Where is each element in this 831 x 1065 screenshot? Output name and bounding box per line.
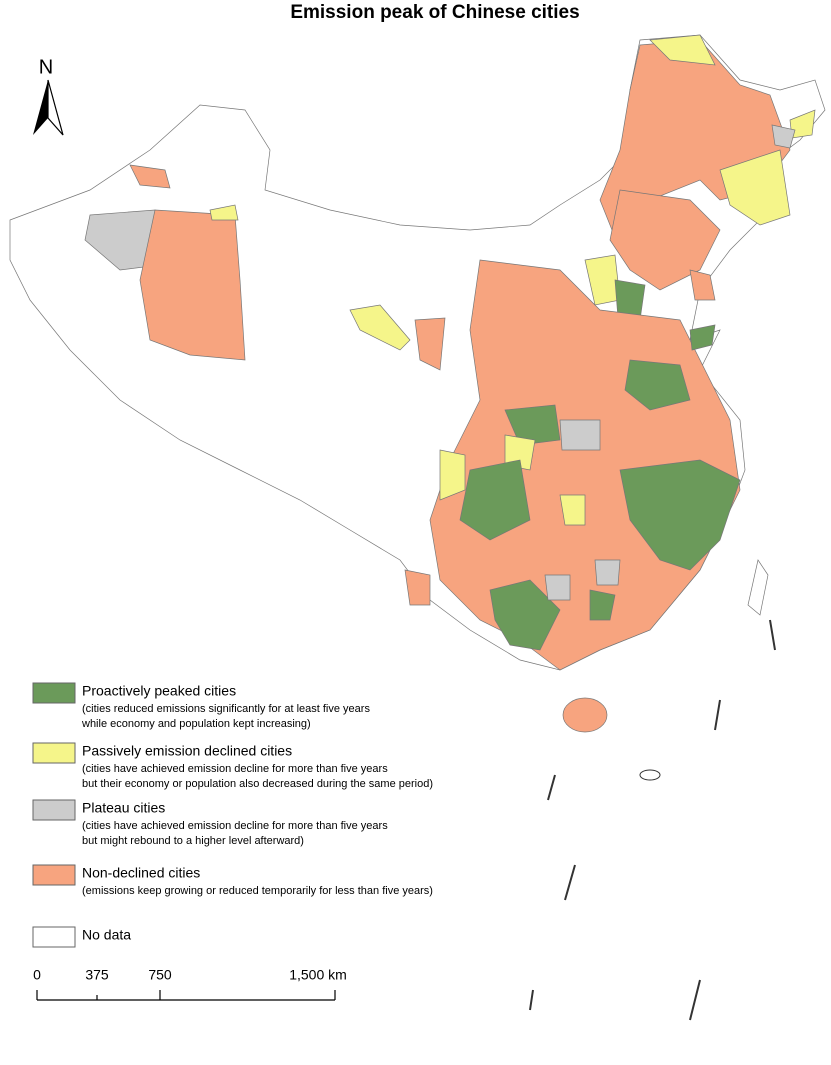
legend-swatch [32, 799, 76, 821]
region [689, 269, 716, 301]
legend-swatch [32, 742, 76, 764]
legend-label: No data [82, 927, 131, 943]
legend-swatch [32, 864, 76, 886]
legend-description: (emissions keep growing or reduced tempo… [82, 885, 433, 897]
legend-label: Passively emission declined cities [82, 743, 292, 759]
region [594, 559, 621, 586]
legend-label: Plateau cities [82, 800, 165, 816]
region [349, 304, 411, 351]
region [609, 189, 721, 291]
legend-swatch [32, 926, 76, 948]
scale-label: 375 [85, 967, 109, 983]
legend-description: while economy and population kept increa… [81, 718, 311, 730]
islands [639, 769, 661, 781]
north-arrow [33, 79, 64, 136]
legend: Proactively peaked cities (cities reduced… [32, 682, 433, 948]
legend-description: (cities have achieved emission decline f… [82, 763, 388, 775]
taiwan [747, 559, 769, 616]
scale-label: 750 [148, 967, 172, 983]
region [559, 419, 601, 451]
region [459, 459, 531, 541]
region [589, 589, 616, 621]
region [209, 204, 239, 221]
region [719, 149, 791, 226]
legend-description: (cities have achieved emission decline f… [82, 820, 388, 832]
region [414, 317, 446, 371]
region [624, 359, 691, 411]
scale-bar: 0 375 750 1,500 km [33, 967, 347, 1001]
north-label: N [39, 56, 53, 78]
scale-label: 0 [33, 967, 41, 983]
legend-swatch [32, 682, 76, 704]
region [439, 449, 466, 501]
region [429, 259, 741, 671]
region [504, 404, 561, 446]
region [84, 209, 161, 271]
region [129, 164, 171, 189]
legend-label: Proactively peaked cities [82, 683, 236, 699]
legend-description: but might rebound to a higher level afte… [82, 835, 304, 847]
scale-label: 1,500 km [289, 967, 347, 983]
region [649, 34, 716, 66]
region [689, 324, 716, 351]
region [619, 459, 741, 571]
legend-description: but their economy or population also dec… [82, 778, 433, 790]
region [771, 124, 796, 149]
map-title: Emission peak of Chinese cities [290, 2, 579, 23]
region [139, 209, 246, 361]
region [489, 579, 561, 651]
region [559, 494, 586, 526]
islands-boundary [529, 619, 776, 1021]
legend-label: Non-declined cities [82, 865, 200, 881]
region [404, 569, 431, 606]
region [544, 574, 571, 601]
hainan [562, 697, 608, 733]
legend-description: (cities reduced emissions significantly … [82, 703, 370, 715]
china-map [9, 34, 826, 1021]
